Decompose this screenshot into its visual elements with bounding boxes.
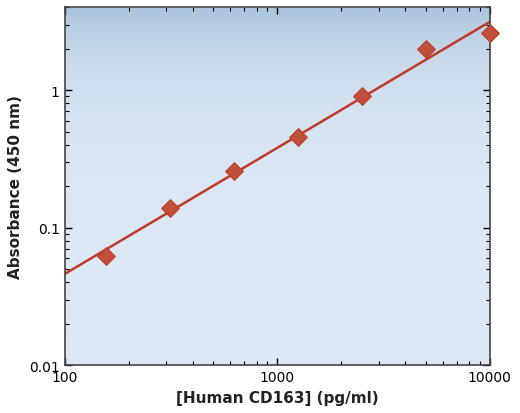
Point <box>294 134 302 140</box>
Point <box>165 206 174 212</box>
Point <box>422 46 430 53</box>
Y-axis label: Absorbance (450 nm): Absorbance (450 nm) <box>8 95 23 278</box>
X-axis label: [Human CD163] (pg/ml): [Human CD163] (pg/ml) <box>176 390 379 405</box>
Point <box>486 31 494 37</box>
Point <box>358 94 366 100</box>
Point <box>101 253 110 260</box>
Point <box>229 168 238 175</box>
